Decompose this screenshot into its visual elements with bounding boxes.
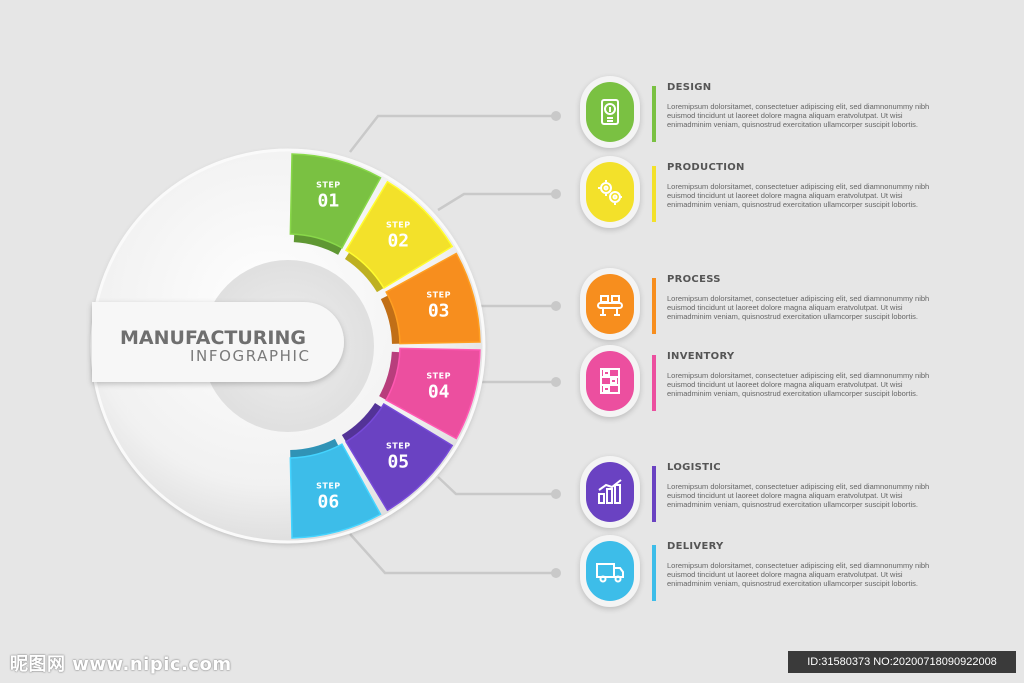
connector-line-01 (349, 114, 556, 153)
step-label-word: STEP (316, 180, 341, 189)
color-bar (652, 166, 656, 222)
step-label-number: 04 (428, 381, 450, 402)
color-bar (652, 86, 656, 142)
step-segment-face (344, 402, 454, 512)
connector-line-05 (437, 476, 556, 496)
step-item-production: PRODUCTION Loremipsum dolorsitamet, cons… (578, 156, 938, 236)
connector-line-06 (349, 533, 556, 575)
conveyor-icon (586, 274, 634, 334)
watermark-left: 昵图网 www.nipic.com (10, 654, 232, 675)
step-label-word: STEP (426, 291, 451, 300)
step-title: PROCESS (667, 274, 721, 285)
step-description: Loremipsum dolorsitamet, consectetuer ad… (667, 182, 930, 210)
step-title: PRODUCTION (667, 162, 745, 173)
step-description: Loremipsum dolorsitamet, consectetuer ad… (667, 482, 930, 510)
step-title: DESIGN (667, 82, 712, 93)
bar-chart-icon (586, 462, 634, 522)
title-pill (92, 302, 344, 382)
step-segment-face (289, 153, 382, 249)
step-description: Loremipsum dolorsitamet, consectetuer ad… (667, 371, 930, 399)
icon-badge (580, 156, 640, 228)
step-segment-face (385, 252, 481, 345)
step-description: Loremipsum dolorsitamet, consectetuer ad… (667, 102, 930, 130)
color-bar (652, 278, 656, 334)
step-label-word: STEP (426, 371, 451, 380)
step-item-logistic: LOGISTIC Loremipsum dolorsitamet, consec… (578, 456, 938, 536)
step-label-number: 05 (387, 451, 409, 472)
gears-icon (586, 162, 634, 222)
truck-icon (586, 541, 634, 601)
step-title: DELIVERY (667, 541, 724, 552)
connector-dots (551, 111, 561, 578)
icon-badge (580, 456, 640, 528)
step-description: Loremipsum dolorsitamet, consectetuer ad… (667, 561, 930, 589)
lightbulb-icon (586, 82, 634, 142)
icon-badge (580, 76, 640, 148)
step-description: Loremipsum dolorsitamet, consectetuer ad… (667, 294, 930, 322)
step-item-delivery: DELIVERY Loremipsum dolorsitamet, consec… (578, 535, 938, 615)
color-bar (652, 355, 656, 411)
step-segment-face (289, 443, 382, 539)
color-bar (652, 545, 656, 601)
icon-badge (580, 268, 640, 340)
step-segment-face (385, 347, 481, 440)
title-main: MANUFACTURING (120, 327, 306, 349)
shelves-icon (586, 351, 634, 411)
title-sub: INFOGRAPHIC (190, 347, 311, 365)
step-label-word: STEP (316, 482, 341, 491)
icon-badge (580, 345, 640, 417)
step-label-number: 06 (318, 492, 340, 513)
connector-lines (349, 114, 556, 575)
step-label-number: 01 (318, 190, 340, 211)
step-label-number: 03 (428, 301, 450, 322)
step-label-word: STEP (386, 441, 411, 450)
step-label-word: STEP (386, 221, 411, 230)
color-bar (652, 466, 656, 522)
step-segment-face (344, 180, 454, 290)
step-title: LOGISTIC (667, 462, 721, 473)
watermark-right: ID:31580373 NO:20200718090922008 (788, 651, 1016, 673)
icon-badge (580, 535, 640, 607)
step-item-inventory: INVENTORY Loremipsum dolorsitamet, conse… (578, 345, 938, 425)
connector-line-02 (437, 192, 556, 212)
step-label-number: 02 (387, 231, 409, 252)
step-title: INVENTORY (667, 351, 735, 362)
step-item-process: PROCESS Loremipsum dolorsitamet, consect… (578, 268, 938, 348)
step-item-design: DESIGN Loremipsum dolorsitamet, consecte… (578, 76, 938, 156)
